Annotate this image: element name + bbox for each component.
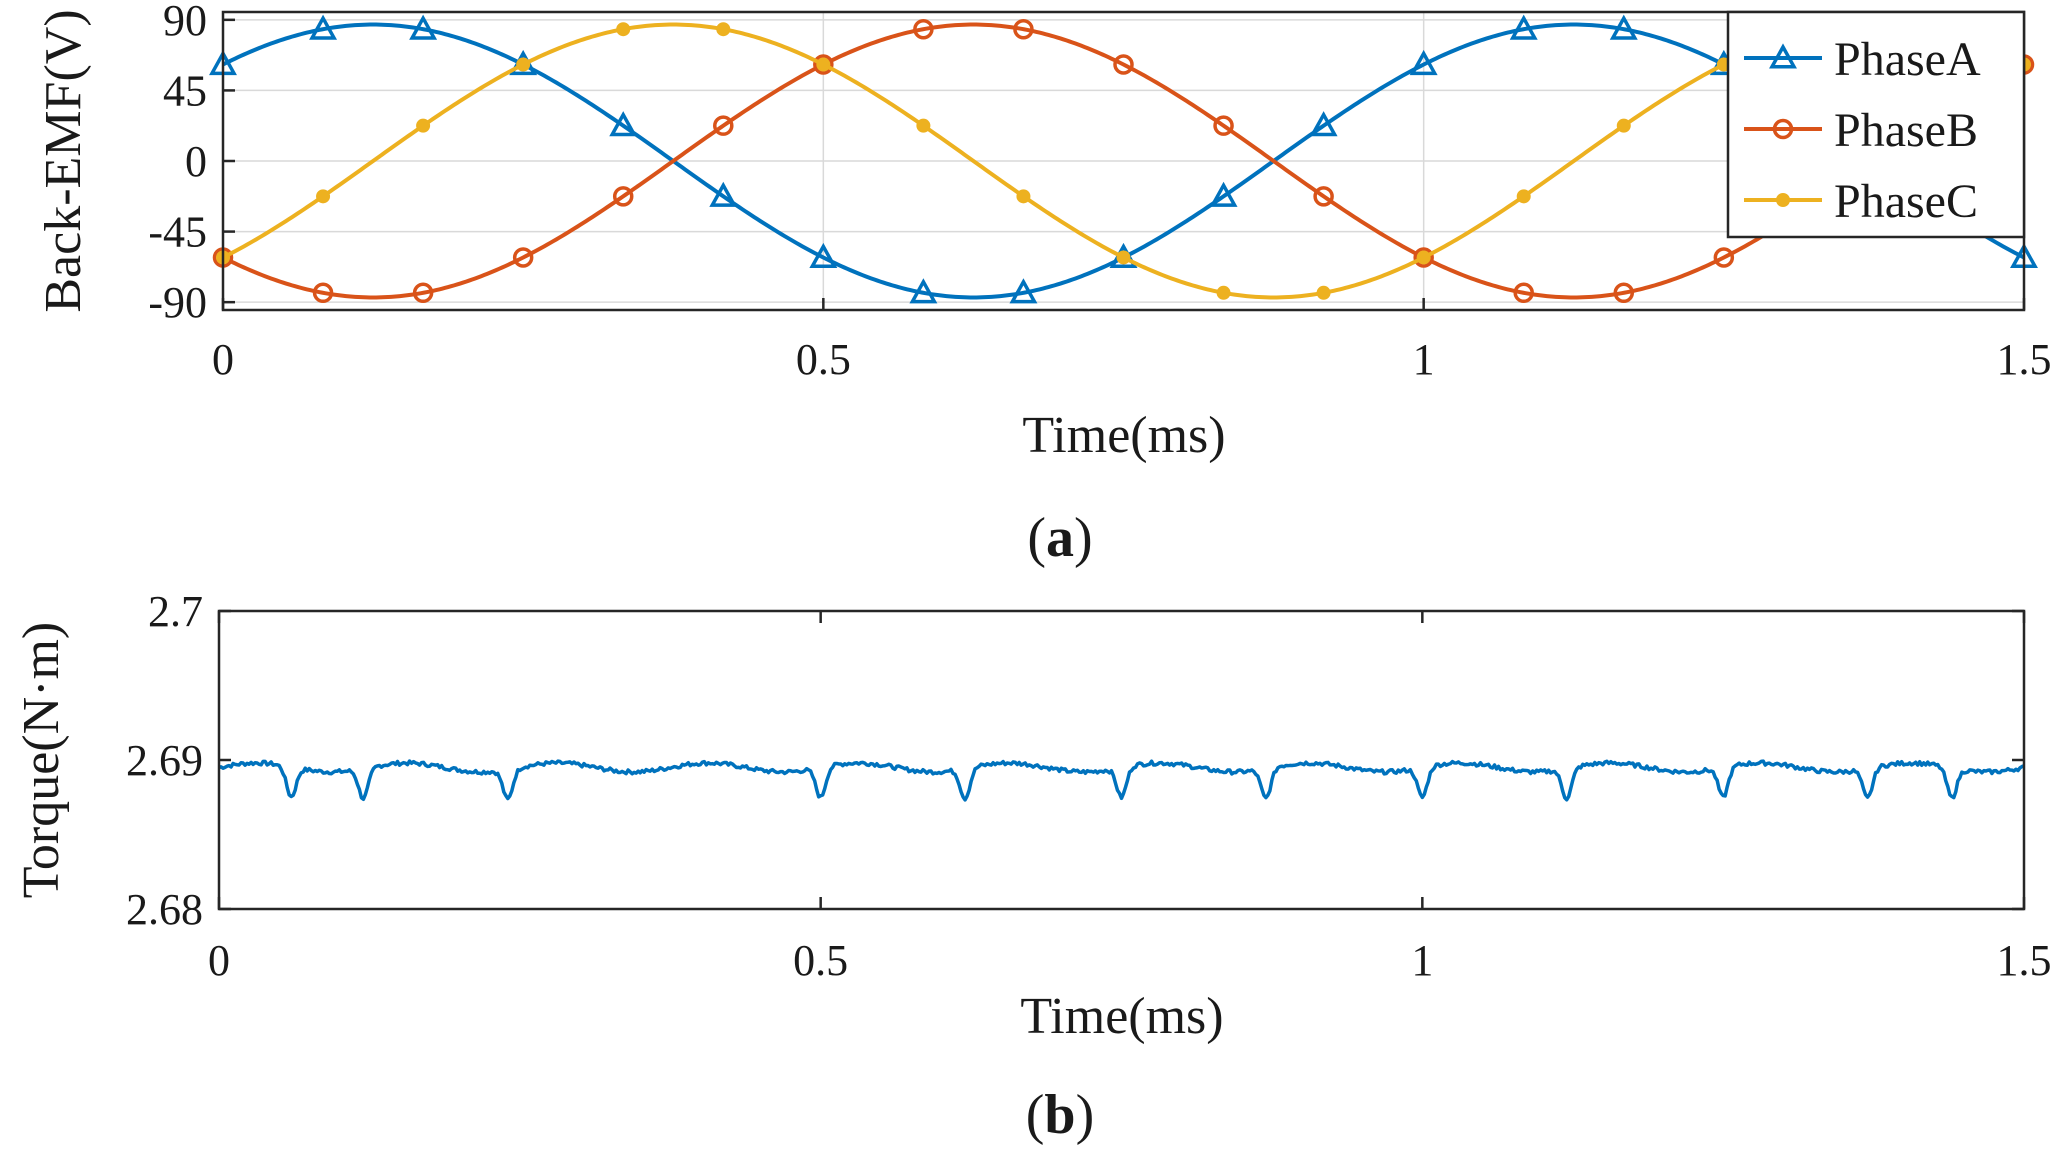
panel-b-caption: (b): [1026, 1084, 1094, 1146]
series-marker-phasec: [716, 22, 731, 37]
series-marker-phasec: [616, 22, 631, 37]
torque-ticks: 0 0.5 1 1.5 2.7 2.69 2.68: [126, 587, 2052, 985]
back-emf-y-tick-label: -45: [148, 208, 207, 257]
series-marker-phaseb: [813, 54, 834, 75]
series-marker-phasec: [416, 118, 431, 133]
legend-marker-phasea: [1769, 43, 1797, 69]
legend-item-phasec: PhaseC: [1744, 175, 1978, 228]
series-marker-phaseb: [1313, 186, 1334, 207]
series-marker-phasea: [709, 181, 738, 207]
torque-y-tick-label: 2.7: [148, 587, 203, 636]
back-emf-grid: [222, 12, 2025, 310]
legend-label-phaseb: PhaseB: [1834, 104, 1978, 157]
series-marker-phasec: [316, 189, 331, 204]
torque-y-tick-label: 2.69: [126, 736, 203, 785]
series-marker-phasea: [1509, 14, 1538, 40]
back-emf-x-tick-label: 0: [212, 335, 234, 384]
torque-series-group: [218, 759, 2025, 802]
series-marker-phaseb: [1113, 54, 1134, 75]
torque-y-axis-label: Torque(N·m): [13, 622, 70, 898]
legend-label-phasec: PhaseC: [1834, 175, 1978, 228]
torque-x-tick-label: 1.5: [1997, 936, 2052, 985]
legend-item-phasea: PhaseA: [1744, 33, 1981, 86]
back-emf-y-tick-label: 0: [185, 137, 207, 186]
torque-x-tick-label: 0: [208, 936, 230, 985]
legend-label-phasea: PhaseA: [1834, 33, 1981, 86]
torque-y-tick-label: 2.68: [126, 885, 203, 934]
series-marker-phaseb: [1513, 282, 1534, 304]
series-marker-phasea: [809, 242, 838, 269]
back-emf-x-tick-label: 1.5: [1997, 335, 2052, 384]
back-emf-legend: PhaseA PhaseB PhaseC: [1726, 10, 2026, 239]
series-marker-phasea: [1309, 111, 1338, 137]
legend-item-phaseb: PhaseB: [1744, 104, 1978, 157]
series-marker-phasea: [909, 278, 938, 304]
back-emf-y-axis-label: Back-EMF(V): [35, 9, 92, 312]
series-marker-phaseb: [312, 282, 334, 304]
series-marker-phasea: [609, 111, 638, 137]
series-marker-phasea: [1009, 278, 1038, 304]
back-emf-y-tick-label: 90: [163, 0, 207, 45]
series-marker-phasea: [409, 14, 438, 40]
series-marker-phasec: [1216, 285, 1231, 300]
torque-series-line: [218, 759, 2025, 802]
series-marker-phaseb: [612, 186, 634, 207]
torque-plot-frame: [217, 609, 2026, 911]
series-marker-phasea: [309, 14, 338, 40]
back-emf-x-tick-label: 1: [1413, 335, 1435, 384]
panel-a-caption: (a): [1027, 507, 1092, 569]
series-marker-phaseb: [1013, 18, 1034, 40]
series-marker-phaseb: [412, 282, 434, 304]
series-marker-phasec: [1116, 250, 1131, 265]
series-marker-phasec: [916, 118, 931, 133]
series-marker-phaseb: [512, 247, 534, 268]
panel-a-caption-letter: a: [1046, 507, 1074, 569]
back-emf-ticks: 0 0.5 1 1.5 90 45 0 -45 -90: [148, 0, 2051, 384]
torque-x-axis-label: Time(ms): [1020, 988, 1223, 1045]
series-marker-phasec: [1416, 250, 1431, 265]
series-marker-phaseb: [1613, 282, 1635, 304]
legend-marker-phaseb: [1772, 118, 1794, 140]
series-marker-phasec: [1516, 189, 1531, 204]
torque-x-tick-label: 1: [1411, 936, 1433, 985]
series-marker-phasec: [516, 57, 531, 72]
torque-chart: 0 0.5 1 1.5 2.7 2.69 2.68 Time(ms) Torque(N·m)…: [13, 587, 2052, 1146]
back-emf-series-group: [209, 14, 2038, 304]
series-phaseb: [212, 18, 2035, 304]
series-marker-phaseb: [1713, 247, 1735, 268]
series-marker-phaseb: [913, 18, 934, 40]
series-marker-phasea: [1609, 14, 1638, 40]
back-emf-x-tick-label: 0.5: [796, 335, 851, 384]
series-marker-phasec: [1316, 285, 1331, 300]
torque-x-tick-label: 0.5: [793, 936, 848, 985]
legend-marker-phasec: [1776, 193, 1790, 207]
back-emf-y-tick-label: -90: [148, 278, 207, 327]
series-marker-phaseb: [1213, 115, 1234, 136]
panel-b-caption-letter: b: [1044, 1084, 1075, 1146]
back-emf-x-axis-label: Time(ms): [1022, 407, 1225, 464]
series-marker-phasec: [816, 57, 831, 72]
series-marker-phasec: [1016, 189, 1031, 204]
series-marker-phaseb: [1413, 247, 1434, 268]
back-emf-chart: 0 0.5 1 1.5 90 45 0 -45 -90 Time(ms) Back-EMF(V)…: [35, 0, 2052, 569]
back-emf-y-tick-label: 45: [163, 66, 207, 115]
series-marker-phasea: [1209, 181, 1238, 207]
series-marker-phaseb: [713, 115, 734, 136]
series-phasec: [216, 22, 2031, 300]
series-marker-phasea: [1409, 49, 1438, 76]
series-marker-phasec: [1616, 118, 1631, 133]
series-line-phaseb: [222, 22, 2025, 300]
